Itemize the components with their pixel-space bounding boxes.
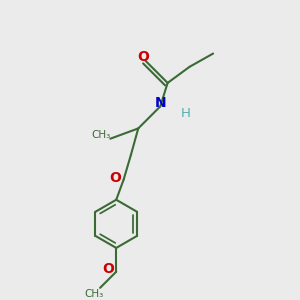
Text: O: O: [137, 50, 149, 64]
Text: O: O: [110, 171, 121, 185]
Text: CH₃: CH₃: [91, 130, 111, 140]
Text: H: H: [180, 107, 190, 120]
Text: O: O: [102, 262, 114, 276]
Text: CH₃: CH₃: [85, 289, 104, 299]
Text: N: N: [154, 97, 166, 110]
